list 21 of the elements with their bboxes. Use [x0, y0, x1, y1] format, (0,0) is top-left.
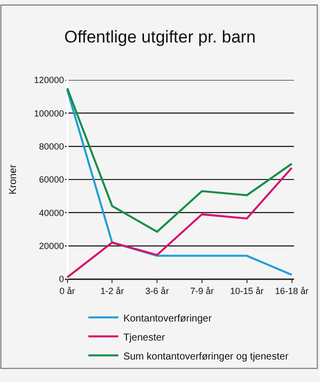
- y-tick-label: 40000: [38, 208, 64, 218]
- chart-title: Offentlige utgifter pr. barn: [64, 27, 256, 46]
- line-series: [66, 88, 293, 276]
- x-tick-label: 7-9 år: [190, 286, 214, 296]
- line-series: [66, 87, 293, 233]
- legend-label: Kontantoverføringer: [123, 313, 212, 324]
- x-tick-label: 10-15 år: [230, 286, 264, 296]
- x-tick-label: 1-2 år: [100, 286, 124, 296]
- x-tick-label: 3-6 år: [145, 286, 169, 296]
- y-tick-label: 100000: [34, 108, 64, 118]
- y-tick-label: 120000: [34, 75, 64, 86]
- line-series: [66, 166, 293, 278]
- y-tick-label: 60000: [38, 174, 64, 185]
- y-tick-label: 20000: [38, 240, 64, 251]
- legend-label: Tjenester: [123, 332, 166, 344]
- y-axis-title: Kroner: [8, 164, 19, 195]
- x-tick-label: 0 år: [59, 286, 76, 296]
- x-tick-label: 16-18 år: [274, 286, 309, 296]
- y-tick-label: 0: [58, 274, 64, 284]
- legend-label: Sum kontantoverføringer og tjenester: [123, 351, 290, 362]
- y-tick-label: 80000: [38, 141, 64, 152]
